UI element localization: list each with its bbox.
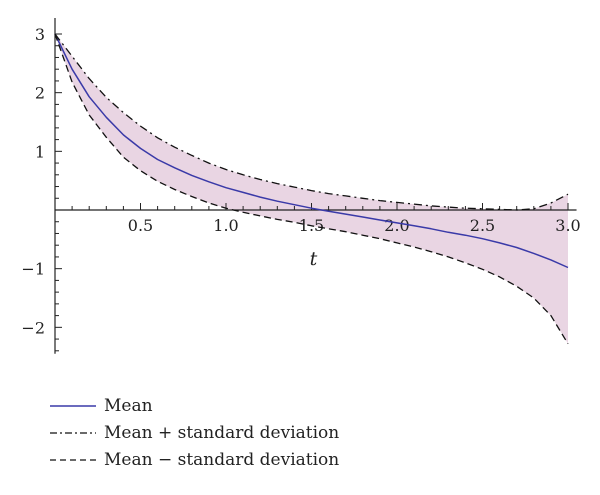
y-tick-label: 3 <box>35 25 45 44</box>
x-tick-label: 0.5 <box>128 216 153 235</box>
y-tick-label: 1 <box>35 142 45 161</box>
legend-swatch-mean-minus-sd <box>50 458 96 461</box>
legend-label-mean-plus-sd: Mean + standard deviation <box>104 422 340 443</box>
series-mean <box>54 33 569 269</box>
legend-item-mean-plus-sd: Mean + standard deviation <box>50 419 450 446</box>
y-tick-label: −2 <box>21 318 45 337</box>
legend-swatch-mean-plus-sd <box>50 431 96 434</box>
legend-item-mean-minus-sd: Mean − standard deviation <box>50 446 450 473</box>
legend-swatch-mean <box>50 404 96 407</box>
y-tick-label: 2 <box>35 84 45 103</box>
legend-label-mean-minus-sd: Mean − standard deviation <box>104 449 340 470</box>
y-tick-label: −1 <box>21 260 45 279</box>
legend-label-mean: Mean <box>104 395 153 416</box>
series-mean-plus-sd <box>54 33 569 211</box>
x-tick-label: 1.0 <box>213 216 238 235</box>
x-tick-label: 2.5 <box>470 216 495 235</box>
x-axis-label: t <box>310 248 318 270</box>
std-band <box>55 34 568 344</box>
legend: Mean Mean + standard deviation Mean − st… <box>50 392 450 473</box>
x-tick-label: 3.0 <box>555 216 580 235</box>
x-tick-label: 2.0 <box>384 216 409 235</box>
series-mean-minus-sd <box>54 33 569 345</box>
legend-item-mean: Mean <box>50 392 450 419</box>
